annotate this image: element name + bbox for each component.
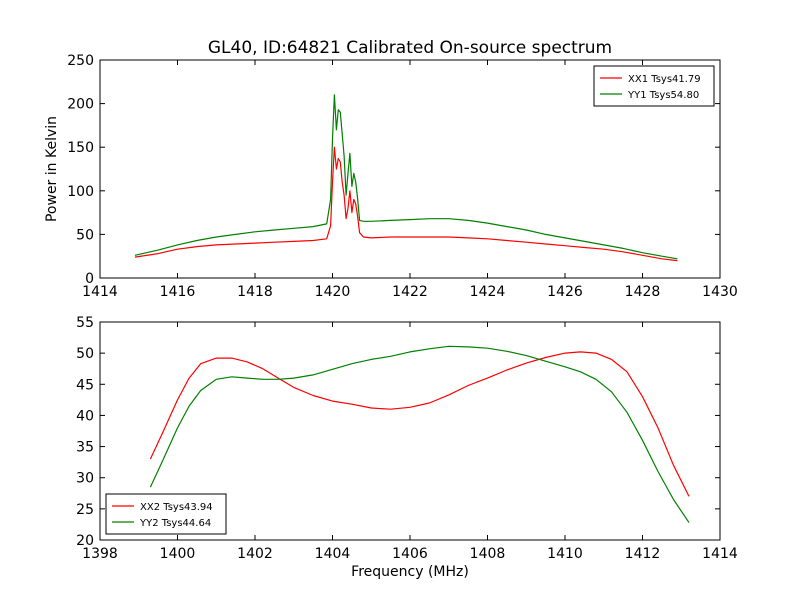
bottom-chart-panel: 1398 1400 1402 1404 1406 1408 1410 1412 1414 20 25… [76, 315, 738, 580]
x-tick-label: 1412 [625, 546, 661, 562]
y-tick-label: 30 [76, 471, 94, 487]
x-tick-label: 1402 [237, 546, 273, 562]
y-tick-label: 200 [67, 97, 94, 113]
y-tick-label: 45 [76, 377, 94, 393]
y-tick-label: 100 [67, 184, 94, 200]
x-tick-label: 1400 [160, 546, 196, 562]
x-tick-label: 1398 [82, 546, 118, 562]
x-tick-label: 1404 [315, 546, 351, 562]
x-tick-label: 1414 [702, 546, 738, 562]
y-tick-label: 50 [76, 346, 94, 362]
legend: XX2 Tsys43.94 YY2 Tsys44.64 [105, 493, 227, 535]
figure-title: GL40, ID:64821 Calibrated On-source spec… [208, 38, 612, 58]
x-tick-label: 1426 [547, 284, 583, 300]
y-tick-label: 150 [67, 140, 94, 156]
x-tick-label: 1424 [470, 284, 506, 300]
legend-label: YY2 Tsys44.64 [139, 518, 211, 529]
x-tick-label: 1420 [315, 284, 351, 300]
y-tick-label: 40 [76, 408, 94, 424]
x-tick-label: 1414 [82, 284, 118, 300]
x-tick-label: 1410 [547, 546, 583, 562]
legend-label: YY1 Tsys54.80 [627, 90, 699, 101]
series-line-yy2 [149, 345, 690, 523]
y-tick-label: 50 [76, 227, 94, 243]
legend-box [593, 65, 715, 107]
x-tick-label: 1416 [160, 284, 196, 300]
y-tick-label: 35 [76, 440, 94, 456]
y-axis-label: Power in Kelvin [44, 116, 60, 222]
legend-label: XX1 Tsys41.79 [628, 74, 701, 85]
legend-label: XX2 Tsys43.94 [140, 502, 213, 513]
y-tick-label: 55 [76, 315, 94, 331]
legend: XX1 Tsys41.79 YY1 Tsys54.80 [593, 65, 715, 107]
y-tick-label: 20 [76, 533, 94, 549]
series-line-xx2 [149, 351, 690, 497]
y-tick-label: 25 [76, 502, 94, 518]
x-tick-label: 1428 [625, 284, 661, 300]
x-tick-label: 1430 [702, 284, 738, 300]
y-tick-label: 0 [85, 271, 94, 287]
x-tick-label: 1422 [392, 284, 428, 300]
legend-box [105, 493, 227, 535]
x-axis-label: Frequency (MHz) [351, 564, 469, 580]
series-line-yy1 [134, 94, 678, 260]
x-tick-label: 1406 [392, 546, 428, 562]
y-tick-label: 250 [67, 53, 94, 69]
x-tick-label: 1408 [470, 546, 506, 562]
x-tick-label: 1418 [237, 284, 273, 300]
top-chart-panel: 1414 1416 1418 1420 1422 1424 1426 1428 1430 0 50 1… [44, 53, 738, 300]
series-line-xx1 [134, 146, 678, 262]
